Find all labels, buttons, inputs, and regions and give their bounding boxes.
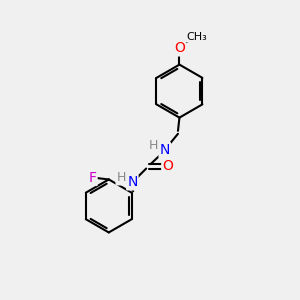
Text: N: N bbox=[127, 176, 137, 189]
Text: O: O bbox=[162, 159, 173, 173]
Text: CH₃: CH₃ bbox=[187, 32, 208, 42]
Text: N: N bbox=[160, 143, 170, 157]
Text: O: O bbox=[174, 41, 185, 56]
Text: H: H bbox=[116, 172, 126, 184]
Text: H: H bbox=[149, 139, 158, 152]
Text: F: F bbox=[88, 171, 97, 185]
